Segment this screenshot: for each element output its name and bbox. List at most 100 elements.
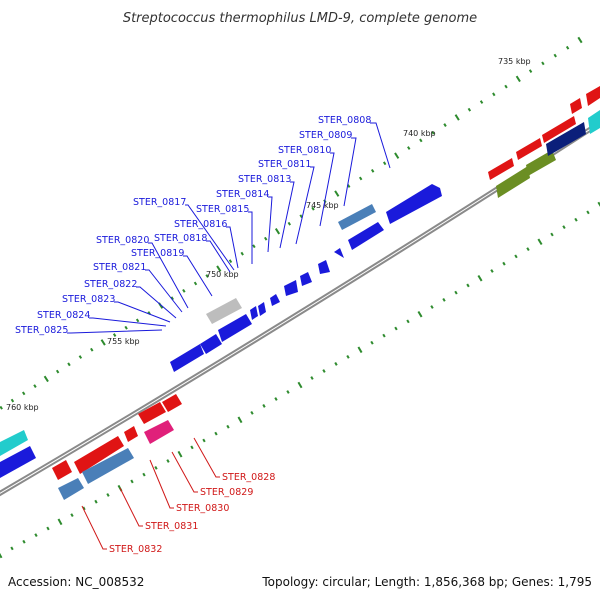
tick-mark (170, 296, 174, 301)
gene-label-ster-0816[interactable]: STER_0816 (174, 219, 239, 269)
tick-mark (0, 405, 3, 410)
tick-mark (322, 369, 326, 373)
gene-block[interactable] (74, 436, 124, 474)
tick-mark (597, 201, 600, 207)
gene-block[interactable] (124, 426, 138, 442)
tick-mark (514, 254, 518, 259)
gene-label-ster-0808[interactable]: STER_0808 (318, 115, 391, 169)
gene-block[interactable] (250, 306, 258, 320)
svg-text:STER_0828: STER_0828 (222, 472, 275, 483)
svg-text:STER_0816: STER_0816 (174, 219, 227, 230)
gene-block[interactable] (144, 420, 174, 444)
gene-label-ster-0824[interactable]: STER_0824 (37, 310, 167, 327)
gene-block[interactable] (348, 222, 384, 250)
tick-mark (477, 274, 483, 282)
gene-block[interactable] (542, 116, 576, 143)
svg-text:STER_0823: STER_0823 (62, 294, 115, 305)
tick-mark (515, 75, 521, 83)
tick-mark (182, 288, 186, 293)
outer-tick-ring (0, 36, 583, 410)
tick-mark (537, 238, 543, 246)
svg-text:STER_0814: STER_0814 (216, 189, 269, 200)
tick-mark (252, 244, 256, 249)
svg-text:STER_0832: STER_0832 (109, 544, 162, 555)
gene-label-ster-0821[interactable]: STER_0821 (93, 262, 183, 313)
gene-block[interactable] (270, 294, 280, 306)
tick-mark (10, 546, 14, 551)
tick-mark (334, 362, 338, 366)
gene-block[interactable] (0, 446, 36, 478)
gene-block[interactable] (218, 314, 252, 342)
gene-block[interactable] (300, 272, 312, 286)
gene-block[interactable] (318, 260, 330, 274)
svg-text:STER_0829: STER_0829 (200, 487, 253, 498)
gene-label-ster-0811[interactable]: STER_0811 (258, 159, 315, 245)
gene-block[interactable] (200, 334, 222, 354)
gene-block[interactable] (170, 344, 204, 372)
tick-mark (574, 217, 578, 222)
gene-label-ster-0832[interactable]: STER_0832 (81, 505, 162, 555)
tick-mark (100, 339, 106, 346)
gene-block[interactable] (206, 298, 242, 324)
gene-label-ster-0830[interactable]: STER_0830 (149, 459, 229, 514)
tick-mark (479, 100, 484, 104)
gene-label-ster-0823[interactable]: STER_0823 (62, 294, 171, 323)
tick-mark (490, 269, 494, 273)
svg-text:STER_0811: STER_0811 (258, 159, 311, 170)
tick-mark (502, 261, 506, 266)
gene-block[interactable] (58, 478, 84, 500)
gene-block[interactable] (334, 248, 344, 258)
gene-block[interactable] (488, 158, 514, 180)
tick-mark (216, 265, 222, 272)
gene-label-ster-0820[interactable]: STER_0820 (96, 235, 189, 309)
tick-mark (82, 506, 86, 511)
gene-label-ster-0817[interactable]: STER_0817 (133, 197, 235, 271)
gene-label-ster-0810[interactable]: STER_0810 (278, 145, 335, 227)
gene-block[interactable] (258, 302, 266, 316)
gene-block[interactable] (496, 166, 530, 198)
gene-block[interactable] (516, 138, 542, 160)
tick-mark (454, 290, 458, 295)
svg-text:STER_0822: STER_0822 (84, 279, 137, 290)
inner-tick-ring (0, 201, 600, 559)
tick-mark (286, 390, 290, 394)
svg-text:STER_0810: STER_0810 (278, 145, 331, 156)
gene-label-ster-0831[interactable]: STER_0831 (119, 487, 198, 532)
tick-mark (10, 398, 15, 403)
gene-block[interactable] (588, 110, 600, 134)
tick-mark (70, 513, 74, 517)
gene-label-ster-0809[interactable]: STER_0809 (299, 130, 357, 207)
gene-block[interactable] (138, 402, 166, 424)
gene-block[interactable] (162, 394, 182, 412)
gene-block[interactable] (526, 150, 556, 176)
tick-mark (287, 221, 292, 226)
tick-mark (382, 161, 387, 166)
tick-mark (370, 340, 374, 345)
gene-block[interactable] (52, 460, 72, 480)
gene-label-ster-0825[interactable]: STER_0825 (15, 325, 163, 336)
gene-label-ster-0829[interactable]: STER_0829 (171, 451, 253, 498)
gene-label-ster-0822[interactable]: STER_0822 (84, 279, 177, 319)
gene-label-ster-0814[interactable]: STER_0814 (216, 189, 273, 253)
reverse-strand-genes (52, 394, 182, 500)
gene-block[interactable] (284, 280, 298, 296)
gene-label-ster-0815[interactable]: STER_0815 (196, 204, 253, 264)
tick-mark (262, 404, 266, 408)
gene-block[interactable] (338, 204, 376, 230)
gene-block[interactable] (386, 184, 442, 224)
svg-text:STER_0830: STER_0830 (176, 503, 229, 514)
gene-label-ster-0828[interactable]: STER_0828 (193, 437, 275, 483)
gene-block[interactable] (546, 122, 586, 156)
svg-text:STER_0821: STER_0821 (93, 262, 146, 273)
gene-block[interactable] (82, 448, 134, 484)
gene-block[interactable] (586, 86, 600, 106)
gene-block[interactable] (570, 98, 582, 114)
tick-mark (124, 325, 128, 330)
tick-mark (106, 493, 110, 497)
gene-label-ster-0818[interactable]: STER_0818 (154, 233, 231, 273)
tick-mark (334, 190, 340, 197)
gene-label-ster-0813[interactable]: STER_0813 (238, 174, 295, 249)
gene-block[interactable] (0, 430, 28, 456)
tick-mark (46, 526, 50, 531)
